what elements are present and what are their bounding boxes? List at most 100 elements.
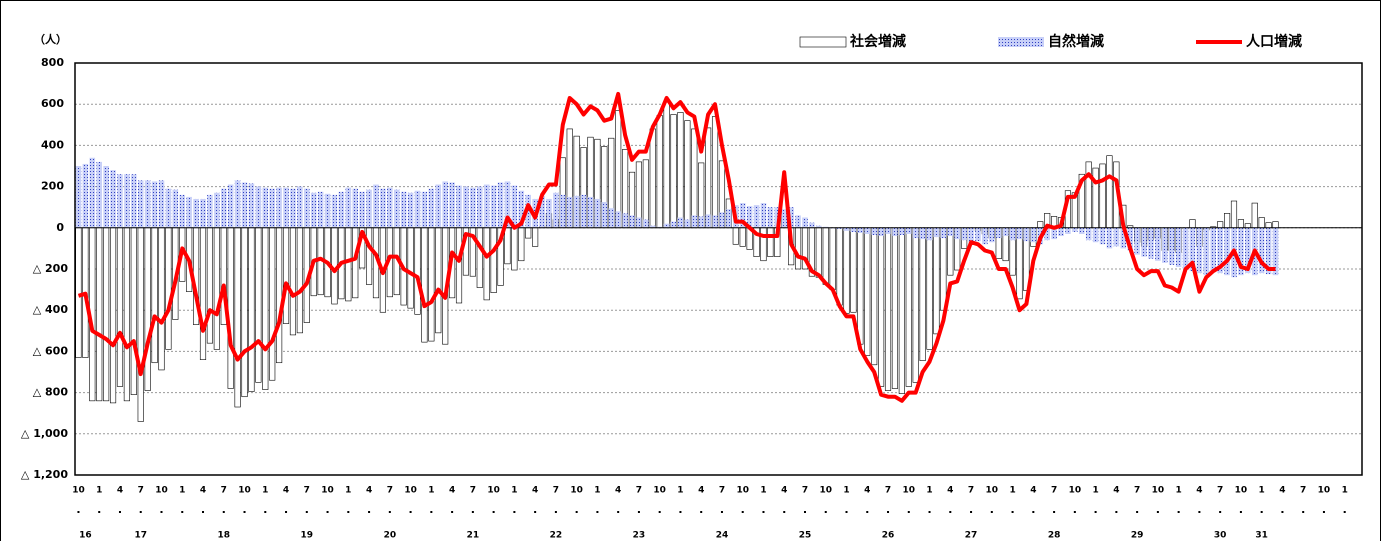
x-dot — [368, 511, 371, 513]
bar — [684, 219, 691, 228]
bar — [1016, 227, 1023, 240]
x-tick-label: 4 — [117, 486, 123, 496]
bar — [1203, 227, 1210, 276]
bar — [933, 227, 940, 238]
x-tick-label: 10 — [1152, 486, 1165, 496]
bar — [982, 227, 988, 245]
year-label: 19 — [301, 531, 314, 541]
bar — [276, 227, 283, 364]
bar — [255, 186, 262, 228]
bar — [899, 227, 905, 236]
x-dot — [1094, 511, 1097, 513]
x-dot — [866, 511, 869, 513]
bar — [82, 163, 89, 228]
bar — [843, 227, 850, 314]
bar — [1044, 227, 1050, 241]
x-dot — [1260, 511, 1263, 513]
bar — [1127, 227, 1133, 251]
bar — [248, 227, 255, 392]
x-tick-label: 4 — [366, 486, 372, 496]
x-tick-label: 10 — [570, 486, 583, 496]
bar — [663, 101, 670, 229]
x-tick-label: 4 — [698, 486, 704, 496]
bar — [110, 170, 116, 228]
x-dot — [160, 511, 163, 513]
bar — [816, 225, 822, 228]
x-tick-label: 7 — [719, 486, 725, 496]
bar — [885, 227, 891, 234]
bar — [1148, 227, 1154, 259]
x-dot — [720, 511, 723, 513]
x-dot — [98, 511, 101, 513]
bar — [414, 190, 421, 228]
x-tick-label: 10 — [653, 486, 666, 496]
x-dot — [1198, 511, 1201, 513]
bar — [677, 112, 684, 229]
bar — [719, 212, 725, 228]
year-label: 16 — [79, 531, 92, 541]
bar — [546, 198, 552, 228]
x-tick-label: 7 — [138, 486, 144, 496]
bar — [255, 227, 262, 383]
x-tick-label: 1 — [1092, 486, 1098, 496]
bar — [573, 195, 580, 228]
bar — [456, 185, 462, 228]
year-label: 29 — [1131, 531, 1144, 541]
bar — [822, 226, 829, 228]
bar — [199, 227, 207, 360]
x-dot — [803, 511, 806, 513]
x-tick-label: 7 — [885, 486, 891, 496]
bar — [698, 216, 704, 228]
bar — [96, 227, 103, 402]
bar — [912, 227, 919, 239]
x-tick-label: 10 — [487, 486, 500, 496]
bar — [165, 188, 172, 228]
bar — [116, 227, 124, 387]
bar — [151, 227, 158, 364]
x-tick-label: 1 — [677, 486, 683, 496]
bar — [137, 180, 144, 228]
bar — [269, 188, 275, 228]
x-tick-label: 1 — [345, 486, 351, 496]
bar — [200, 198, 206, 228]
bar — [746, 206, 753, 228]
x-dot — [1239, 511, 1242, 513]
x-tick-label: 1 — [1342, 486, 1348, 496]
bar — [995, 227, 1002, 239]
bar — [1224, 227, 1230, 276]
bar — [615, 211, 621, 228]
bar — [296, 227, 303, 334]
bar — [836, 227, 843, 229]
bar — [1002, 227, 1009, 237]
x-tick-label: 7 — [387, 486, 393, 496]
bar — [435, 184, 442, 228]
bar — [975, 227, 981, 242]
bar — [75, 166, 82, 228]
bar — [906, 227, 912, 234]
x-dot — [970, 511, 973, 513]
bar — [393, 189, 400, 228]
bar — [809, 222, 815, 228]
bar — [691, 215, 698, 228]
x-dot — [77, 511, 80, 513]
x-tick-label: 10 — [238, 486, 251, 496]
x-dot — [783, 511, 786, 513]
y-tick-label: △ 200 — [33, 262, 69, 275]
bar — [131, 174, 137, 228]
bar — [815, 227, 822, 278]
x-tick-label: 4 — [200, 486, 206, 496]
bar — [767, 227, 774, 257]
bar — [539, 195, 545, 228]
x-dot — [1281, 511, 1284, 513]
bar — [788, 207, 794, 228]
bar — [898, 227, 905, 394]
bar — [1085, 227, 1092, 241]
bar — [594, 198, 601, 228]
bar — [795, 227, 802, 270]
bar — [511, 185, 518, 228]
bar — [338, 191, 345, 228]
bar — [1162, 227, 1168, 263]
x-dot — [409, 511, 412, 513]
bar — [324, 193, 331, 228]
x-dot — [1032, 511, 1035, 513]
